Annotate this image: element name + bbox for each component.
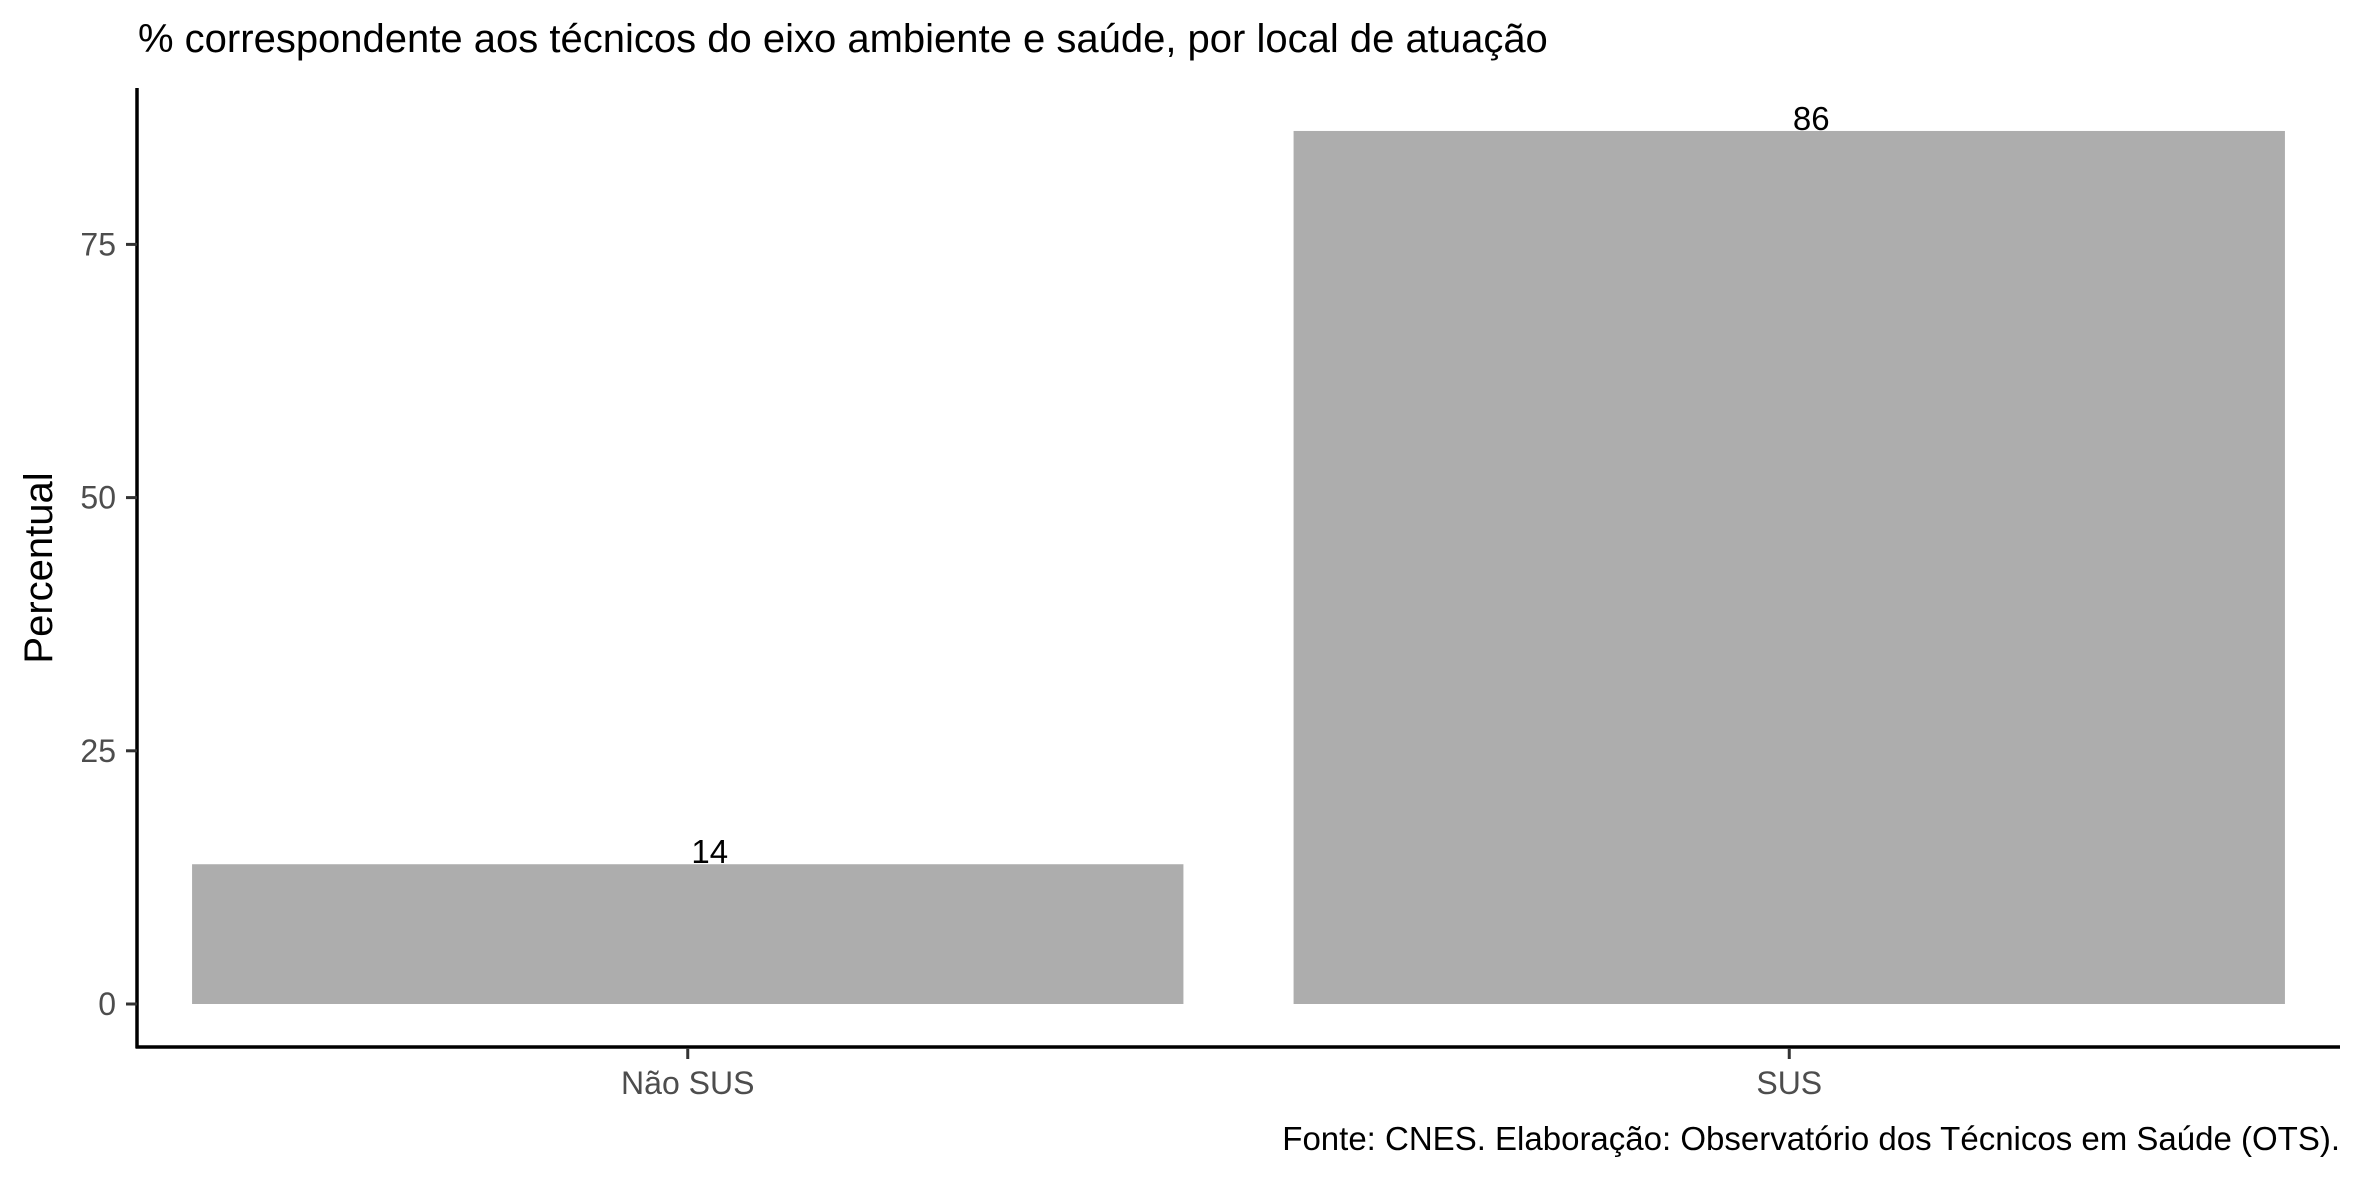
y-tick-label: 50: [80, 480, 116, 516]
source-caption: Fonte: CNES. Elaboração: Observatório do…: [1282, 1120, 2340, 1157]
bar: [192, 864, 1184, 1004]
y-axis-title: Percentual: [17, 472, 61, 663]
x-tick-label: SUS: [1756, 1065, 1822, 1101]
y-axis-ticks: 0 25 50 75: [80, 226, 137, 1022]
bar-value-label: 86: [1793, 100, 1830, 137]
y-tick-label: 25: [80, 733, 116, 769]
data-labels-layer: 14 86: [691, 100, 1829, 870]
chart-title: % correspondente aos técnicos do eixo am…: [138, 17, 1548, 61]
bar-value-label: 14: [691, 833, 728, 870]
bars-layer: [192, 130, 2285, 1004]
x-axis-ticks: Não SUS SUS: [621, 1048, 1822, 1101]
x-tick-label: Não SUS: [621, 1065, 754, 1101]
y-tick-label: 0: [98, 986, 116, 1022]
bar: [1293, 130, 2285, 1004]
y-tick-label: 75: [80, 226, 116, 262]
